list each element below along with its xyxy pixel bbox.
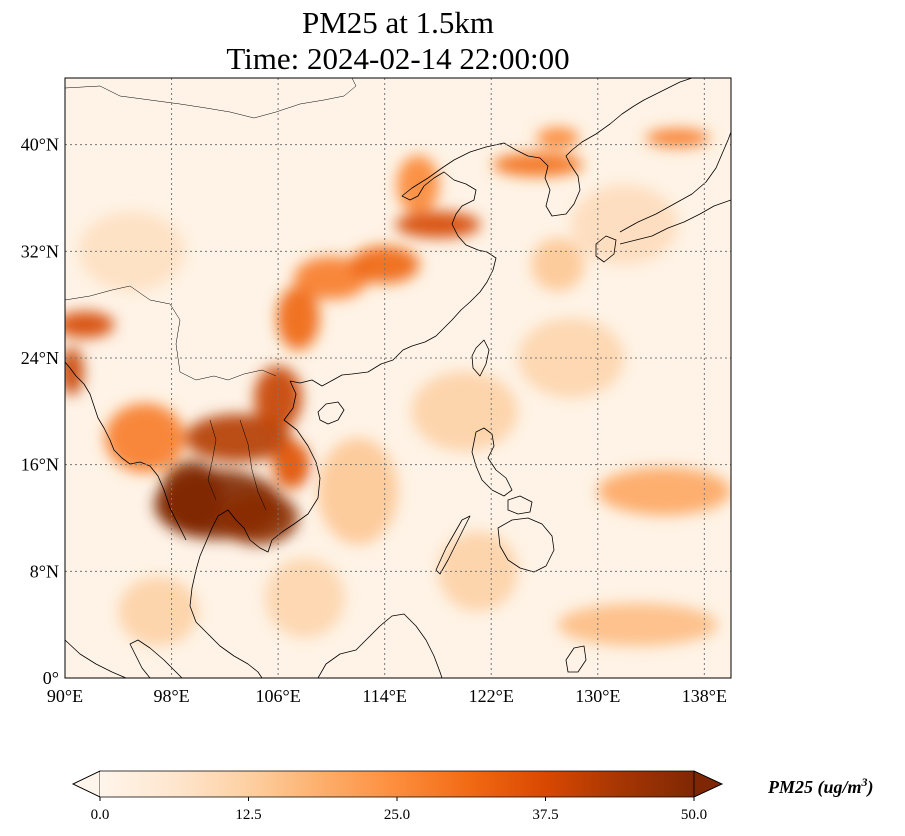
pm25-plume [536,127,580,149]
longitude-tick-label: 138°E [682,686,727,706]
longitude-tick-label: 98°E [153,686,189,706]
colorbar-tick-label: 50.0 [681,807,707,823]
coastline-mindanao [497,517,555,573]
latitude-tick-label: 32°N [21,241,59,261]
pm25-plume [276,286,320,350]
pm25-plume [571,184,678,265]
coastline-visayas [507,495,533,515]
latitude-tick-label: 24°N [21,348,59,368]
pm25-plume [492,152,584,177]
latitude-tick-label: 8°N [30,561,59,581]
longitude-tick-label: 106°E [256,686,301,706]
colorbar-ramp [100,771,694,797]
colorbar-ticks: 0.0 12.5 25.0 37.5 50.0 [91,797,707,823]
colorbar-tick-label: 12.5 [235,807,261,823]
map-title: PM25 at 1.5km [301,5,495,40]
coastline-borneo [317,613,443,678]
coastline-japan-honshu [619,131,731,233]
pm25-plume [557,603,718,647]
pm25-plume [65,347,84,396]
coastline-taiwan [471,339,490,377]
coastline-japan-honshu-south [619,199,731,245]
longitude-labels: 90°E 98°E 106°E 114°E 122°E 130°E 138°E [47,686,727,706]
colorbar-tick-label: 37.5 [532,807,558,823]
map-frame [64,77,732,679]
coastline-east-asia [289,78,693,387]
pm25-plume [437,531,518,612]
colorbar-tick-label: 25.0 [384,807,410,823]
longitude-tick-label: 130°E [575,686,620,706]
coastline-indochina [189,380,321,678]
gridlines [65,78,731,678]
pm25-plume [318,438,398,545]
colorbar-tick-label: 0.0 [91,807,110,823]
pm25-plume [411,371,518,452]
coastline-myanmar [65,361,187,541]
coastline-sumatra [65,639,127,678]
pm25-plume [184,414,292,462]
pm25-plume [597,467,731,516]
latitude-labels: 0° 8°N 16°N 24°N 32°N 40°N [21,135,59,688]
colorbar-max-extend [693,770,723,798]
colorbar-min-extend [72,770,101,798]
latitude-tick-label: 0° [43,668,59,688]
colorbar: 0.0 12.5 25.0 37.5 50.0 PM25 (ug/m3) [72,770,874,823]
longitude-tick-label: 122°E [469,686,514,706]
latitude-tick-label: 16°N [21,455,59,475]
map-timestamp: Time: 2024-02-14 22:00:00 [226,41,570,76]
longitude-tick-label: 90°E [47,686,83,706]
pm25-plume [264,558,345,638]
latitude-tick-label: 40°N [21,135,59,155]
pm25-plume [218,491,299,545]
coastline-hainan [317,401,345,425]
pm25-plume [645,128,710,148]
pm25-plume [531,237,585,292]
border-lines [65,78,357,511]
pm25-plume [104,403,185,473]
pm25-plume [118,576,199,646]
coastline-new-guinea [565,645,587,673]
pm25-plume [159,460,224,536]
coastline-palawan [435,515,471,575]
coastlines [65,78,731,678]
coastline-luzon [471,427,513,497]
pm25-plume [65,311,115,338]
coastline-japan-kyushu [595,235,617,263]
pm25-plume [395,211,481,239]
pm25-plume [294,256,369,300]
longitude-tick-label: 114°E [362,686,407,706]
colorbar-label: PM25 (ug/m3) [767,775,874,798]
